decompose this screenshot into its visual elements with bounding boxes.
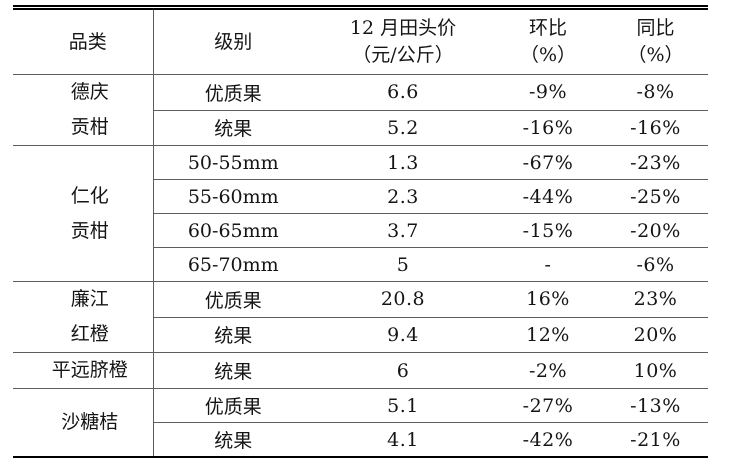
price-cell: 5.1 bbox=[313, 388, 493, 423]
yoy-cell: -25% bbox=[603, 179, 708, 214]
category-line: 贡柑 bbox=[70, 116, 109, 138]
table-row: 仁化 贡柑 50-55mm 1.3 -67% -23% bbox=[13, 145, 708, 282]
mom-cell: 12% bbox=[493, 317, 603, 353]
price-cell: 2.3 bbox=[313, 179, 493, 214]
mom-cell: -42% bbox=[493, 422, 603, 458]
col-header-mom-line2: （%） bbox=[519, 44, 577, 66]
category-line: 沙糖桔 bbox=[61, 411, 119, 433]
grade-cell: 优质果 bbox=[153, 74, 313, 111]
grade-cell: 55-60mm bbox=[153, 179, 313, 214]
grade-cell: 50-55mm bbox=[153, 145, 313, 180]
col-header-yoy-line1: 同比 bbox=[636, 17, 675, 39]
yoy-cell: -21% bbox=[603, 422, 708, 458]
price-cell: 3.7 bbox=[313, 213, 493, 248]
price-cell: 1.3 bbox=[313, 145, 493, 180]
price-cell: 9.4 bbox=[313, 317, 493, 353]
col-header-mom-line1: 环比 bbox=[528, 17, 567, 39]
category-line: 仁化 bbox=[70, 184, 109, 207]
col-header-yoy-line2: （%） bbox=[627, 44, 684, 66]
price-cell: 5 bbox=[313, 247, 493, 282]
price-cell: 6.6 bbox=[313, 74, 493, 111]
yoy-cell: -20% bbox=[603, 213, 708, 248]
col-header-grade-label: 级别 bbox=[214, 30, 253, 53]
col-header-grade: 级别 bbox=[153, 7, 313, 75]
col-header-yoy: 同比 （%） bbox=[603, 7, 708, 75]
mom-cell: -9% bbox=[493, 74, 603, 111]
category-line: 贡柑 bbox=[70, 219, 109, 242]
yoy-cell: -6% bbox=[603, 247, 708, 282]
table-row: 廉江 红橙 优质果 20.8 16% 23% bbox=[13, 281, 708, 353]
price-cell: 20.8 bbox=[313, 281, 493, 318]
mom-cell: - bbox=[493, 247, 603, 282]
price-cell: 4.1 bbox=[313, 422, 493, 458]
header-row: 品类 级别 12 月田头价 （元/公斤） 环比 （%） 同比 （%） bbox=[13, 7, 708, 75]
col-header-price-line1: 12 月田头价 bbox=[349, 17, 457, 39]
grade-cell: 统果 bbox=[153, 352, 313, 389]
mom-cell: -27% bbox=[493, 388, 603, 423]
category-cell: 德庆 贡柑 bbox=[13, 74, 154, 146]
price-cell: 5.2 bbox=[313, 110, 493, 146]
mom-cell: -2% bbox=[493, 352, 603, 389]
category-line: 平远脐橙 bbox=[51, 359, 128, 381]
category-cell: 沙糖桔 bbox=[13, 388, 154, 458]
grade-cell: 统果 bbox=[153, 317, 313, 353]
table-row: 65-70mm 5 - -6% bbox=[13, 247, 708, 282]
table-row: 统果 9.4 12% 20% bbox=[13, 317, 708, 353]
category-line: 廉江 bbox=[70, 288, 109, 310]
mom-cell: -44% bbox=[493, 179, 603, 214]
grade-cell: 统果 bbox=[153, 110, 313, 146]
yoy-cell: 20% bbox=[603, 317, 708, 353]
table-row: 55-60mm 2.3 -44% -25% bbox=[13, 179, 708, 214]
category-line: 德庆 bbox=[70, 81, 109, 103]
grade-cell: 优质果 bbox=[153, 388, 313, 423]
grade-cell: 60-65mm bbox=[153, 213, 313, 248]
category-cell: 廉江 红橙 bbox=[13, 281, 154, 353]
col-header-mom: 环比 （%） bbox=[493, 7, 603, 75]
mom-cell: -16% bbox=[493, 110, 603, 146]
category-line: 红橙 bbox=[70, 323, 109, 345]
mom-cell: -67% bbox=[493, 145, 603, 180]
yoy-cell: 23% bbox=[603, 281, 708, 318]
table-row: 60-65mm 3.7 -15% -20% bbox=[13, 213, 708, 248]
yoy-cell: -23% bbox=[603, 145, 708, 180]
col-header-price-line2: （元/公斤） bbox=[352, 44, 454, 66]
table-row: 统果 4.1 -42% -21% bbox=[13, 422, 708, 458]
yoy-cell: 10% bbox=[603, 352, 708, 389]
table-row: 德庆 贡柑 优质果 6.6 -9% -8% bbox=[13, 74, 708, 146]
table-row: 平远脐橙 统果 6 -2% 10% bbox=[13, 352, 708, 389]
table-row: 沙糖桔 优质果 5.1 -27% -13% bbox=[13, 388, 708, 458]
grade-cell: 统果 bbox=[153, 422, 313, 458]
grade-cell: 65-70mm bbox=[153, 247, 313, 282]
category-cell: 平远脐橙 bbox=[13, 352, 154, 389]
yoy-cell: -16% bbox=[603, 110, 708, 146]
col-header-category-label: 品类 bbox=[68, 30, 107, 53]
table-row: 统果 5.2 -16% -16% bbox=[13, 110, 708, 146]
yoy-cell: -8% bbox=[603, 74, 708, 111]
mom-cell: 16% bbox=[493, 281, 603, 318]
price-cell: 6 bbox=[313, 352, 493, 389]
mom-cell: -15% bbox=[493, 213, 603, 248]
col-header-category: 品类 bbox=[13, 7, 154, 75]
col-header-price: 12 月田头价 （元/公斤） bbox=[313, 7, 493, 75]
yoy-cell: -13% bbox=[603, 388, 708, 423]
grade-cell: 优质果 bbox=[153, 281, 313, 318]
category-cell: 仁化 贡柑 bbox=[13, 145, 154, 282]
price-table: 品类 级别 12 月田头价 （元/公斤） 环比 （%） 同比 （%） bbox=[13, 5, 708, 458]
